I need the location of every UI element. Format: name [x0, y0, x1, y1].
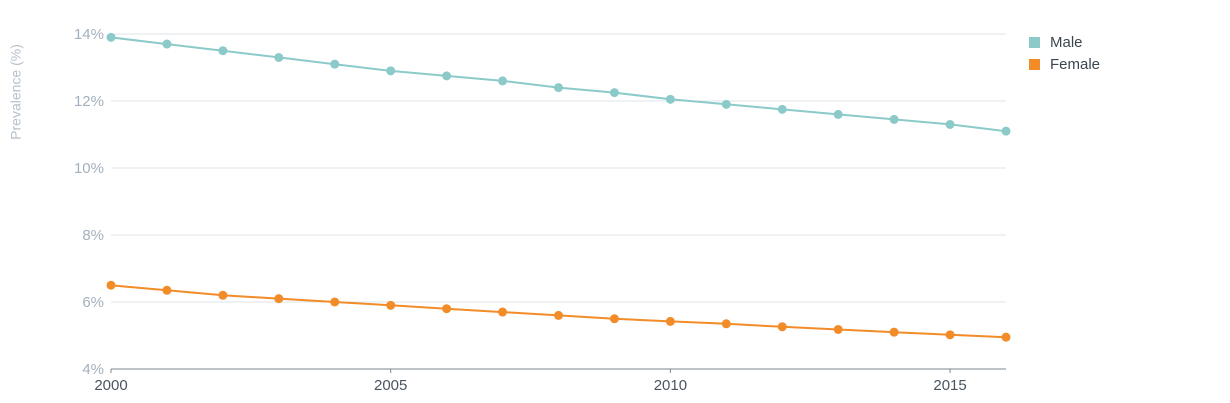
- data-point-female: [889, 327, 899, 337]
- series: [106, 32, 1011, 342]
- x-tick-label: 2005: [374, 377, 407, 394]
- data-point-female: [498, 307, 508, 317]
- data-point-male: [386, 66, 396, 76]
- data-point-male: [609, 88, 619, 98]
- data-point-female: [162, 285, 172, 295]
- legend-swatch-male: [1029, 37, 1040, 48]
- data-point-male: [777, 104, 787, 114]
- data-point-male: [833, 109, 843, 119]
- data-point-male: [665, 94, 675, 104]
- y-tick-label: 10%: [74, 160, 104, 177]
- data-point-male: [274, 52, 284, 62]
- data-point-female: [554, 310, 563, 320]
- data-point-female: [330, 297, 340, 307]
- data-point-male: [1001, 126, 1011, 136]
- x-tick-label: 2000: [94, 377, 127, 394]
- data-point-female: [721, 319, 731, 329]
- data-point-male: [330, 59, 340, 69]
- grid-lines: [111, 33, 1006, 303]
- series-male: [106, 32, 1011, 136]
- data-point-female: [665, 316, 675, 326]
- y-tick-label: 4%: [82, 361, 104, 378]
- x-tick-label: 2015: [933, 377, 966, 394]
- data-point-male: [442, 71, 452, 81]
- y-axis-label: Prevalence (%): [8, 44, 24, 140]
- data-point-female: [106, 280, 116, 290]
- data-point-female: [777, 322, 787, 332]
- data-point-male: [106, 32, 116, 42]
- y-tick-label: 12%: [74, 93, 104, 110]
- data-point-female: [945, 330, 955, 340]
- y-tick-label: 14%: [74, 26, 104, 43]
- data-point-female: [833, 324, 843, 334]
- data-point-male: [721, 99, 731, 109]
- data-point-female: [1001, 332, 1011, 342]
- axes: 4% 6% 8% 10% 12% 14% 2000 2005 2010 2015: [74, 26, 1006, 394]
- y-tick-label: 6%: [82, 294, 104, 311]
- data-point-female: [386, 300, 396, 310]
- data-point-female: [609, 314, 619, 324]
- data-point-female: [218, 290, 228, 300]
- data-point-male: [945, 119, 955, 129]
- x-tick-label: 2010: [654, 377, 687, 394]
- legend-label-male: Male: [1050, 34, 1083, 51]
- data-point-male: [162, 39, 172, 49]
- data-point-male: [218, 46, 228, 56]
- legend-label-female: Female: [1050, 56, 1100, 73]
- data-point-female: [274, 294, 284, 304]
- data-point-male: [554, 83, 563, 93]
- data-point-male: [889, 114, 899, 124]
- data-point-female: [442, 304, 452, 314]
- data-point-male: [498, 76, 508, 86]
- y-tick-label: 8%: [82, 227, 104, 244]
- legend: Male Female: [1029, 34, 1100, 73]
- series-female: [106, 280, 1011, 342]
- legend-swatch-female: [1029, 59, 1040, 70]
